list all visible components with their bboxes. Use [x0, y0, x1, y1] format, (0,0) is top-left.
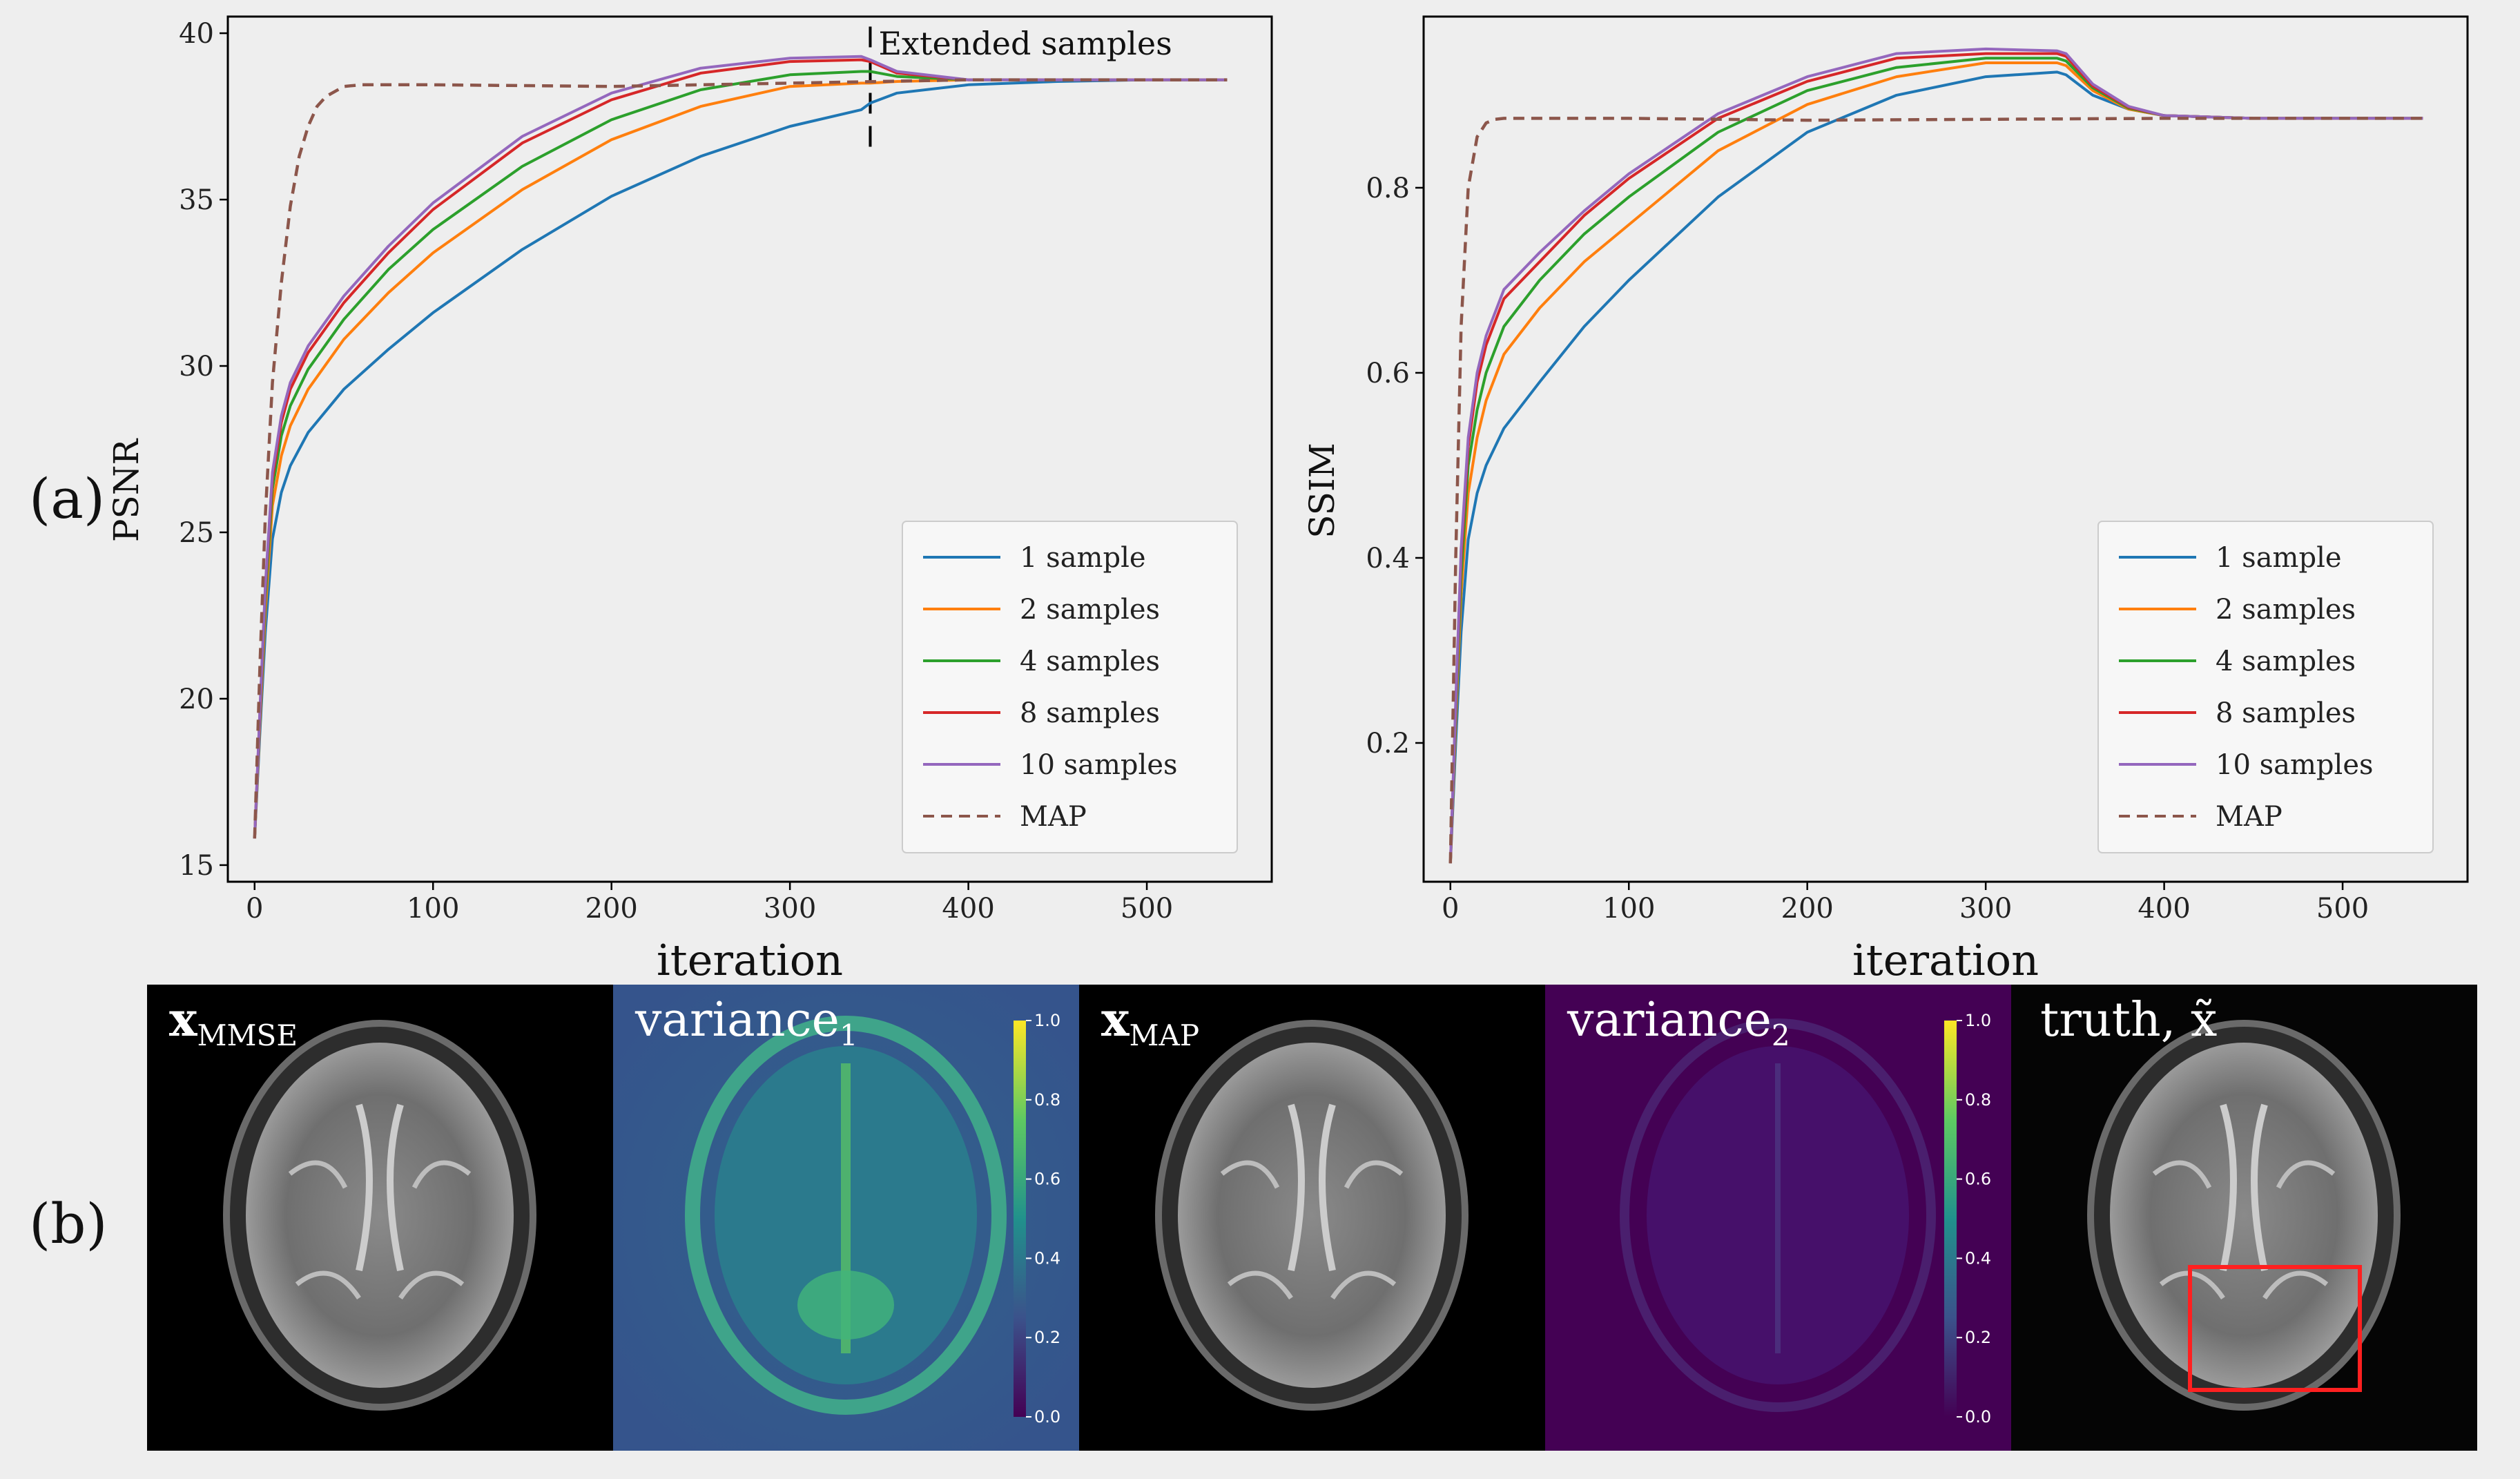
colorbar-tick-label: 0.2 — [1034, 1328, 1060, 1347]
colorbar-tick-label: 0.4 — [1965, 1248, 1991, 1268]
y-tick-label: 0.4 — [1366, 543, 1410, 574]
colorbar-2 — [1944, 1021, 1957, 1417]
legend-entry: 8 samples — [2216, 697, 2356, 729]
x-tick-label: 100 — [1602, 893, 1655, 925]
y-tick-label: 35 — [179, 184, 214, 216]
legend-entry: 4 samples — [1020, 646, 1160, 677]
x-tick-label: 200 — [585, 893, 638, 925]
x-tick-label: 500 — [1121, 893, 1173, 925]
variance2-image: 0.0 0.2 0.4 0.6 0.8 1.0 variance2 — [1545, 985, 2011, 1451]
colorbar-tick-label: 1.0 — [1034, 1011, 1060, 1030]
x-tick-label: 400 — [2138, 893, 2190, 925]
colorbar-tick-label: 0.2 — [1965, 1328, 1991, 1347]
y-tick-label: 0.6 — [1366, 358, 1410, 389]
y-axis-label: PSNR — [106, 438, 146, 543]
y-tick-label: 0.2 — [1366, 728, 1410, 760]
extended-samples-label: Extended samples — [878, 25, 1172, 62]
ssim-chart: 0 100 200 300 400 500 0.2 0.4 0.6 0.8 iteration SSI… — [1302, 17, 2468, 985]
variance1-label: variance1 — [634, 993, 858, 1052]
legend-entry: MAP — [1020, 801, 1087, 833]
variance2-label: variance2 — [1567, 993, 1790, 1052]
x-tick-label: 500 — [2316, 893, 2369, 925]
x-tick-label: 200 — [1781, 893, 1834, 925]
legend-entry: 10 samples — [1020, 749, 1178, 781]
y-tick-label: 30 — [179, 351, 214, 383]
colorbar-tick-label: 0.0 — [1034, 1407, 1060, 1427]
map-image: xMAP — [1079, 985, 1545, 1451]
image-strip: xMMSE 0.0 0.2 0.4 0.6 0.8 1.0 variance1 xMAP — [147, 985, 2477, 1451]
y-tick-label: 20 — [179, 684, 214, 715]
legend-entry: 4 samples — [2216, 646, 2356, 677]
x-axis-label: iteration — [1852, 935, 2039, 985]
colorbar-1 — [1014, 1021, 1026, 1417]
legend-entry: MAP — [2216, 801, 2282, 833]
legend-entry: 1 sample — [2216, 542, 2342, 574]
psnr-chart: 0 100 200 300 400 500 15 20 25 30 35 40 iteration PSN… — [106, 17, 1272, 985]
x-tick-label: 300 — [1959, 893, 2012, 925]
legend-entry: 2 samples — [2216, 594, 2356, 626]
x-tick-label: 300 — [764, 893, 816, 925]
legend-entry: 1 sample — [1020, 542, 1146, 574]
x-tick-label: 100 — [407, 893, 459, 925]
colorbar-tick-label: 1.0 — [1965, 1011, 1991, 1030]
x-tick-label: 400 — [942, 893, 994, 925]
truth-label: truth, x̃ — [2040, 993, 2217, 1047]
x-axis-label: iteration — [657, 935, 843, 985]
legend-entry: 2 samples — [1020, 594, 1160, 626]
y-tick-label: 40 — [179, 18, 214, 50]
colorbar-tick-label: 0.6 — [1034, 1170, 1060, 1189]
colorbar-tick-label: 0.4 — [1034, 1248, 1060, 1268]
panel-b-label: (b) — [29, 1192, 108, 1256]
panel-a-label: (a) — [29, 467, 105, 531]
y-axis-label: SSIM — [1302, 443, 1342, 539]
colorbar-tick-label: 0.6 — [1965, 1170, 1991, 1189]
y-tick-label: 25 — [179, 517, 214, 549]
legend-entry: 8 samples — [1020, 697, 1160, 729]
colorbar-tick-label: 0.0 — [1965, 1407, 1991, 1427]
colorbar-tick-label: 0.8 — [1034, 1090, 1060, 1110]
x-tick-label: 0 — [1442, 893, 1459, 925]
mmse-image: xMMSE — [147, 985, 613, 1451]
truth-image: truth, x̃ — [2011, 985, 2477, 1451]
colorbar-tick-label: 0.8 — [1965, 1090, 1991, 1110]
legend-entry: 10 samples — [2216, 749, 2374, 781]
variance1-image: 0.0 0.2 0.4 0.6 0.8 1.0 variance1 — [613, 985, 1079, 1451]
y-tick-label: 0.8 — [1366, 173, 1410, 204]
x-tick-label: 0 — [246, 893, 263, 925]
y-tick-label: 15 — [179, 850, 214, 882]
